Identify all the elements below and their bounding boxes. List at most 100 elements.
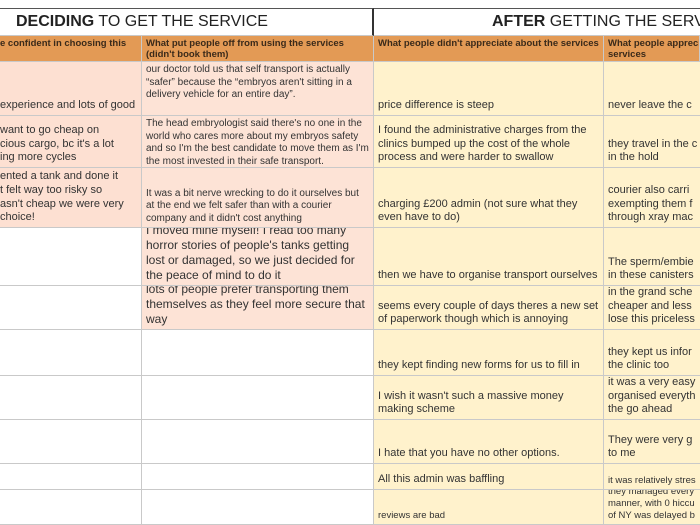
section-rest: GETTING THE SERVI [545, 13, 700, 30]
cell-text: I hate that you have no other options. [378, 447, 560, 460]
cell-text: they kept finding new forms for us to fi… [378, 359, 580, 372]
cell-line: in these canisters [608, 269, 694, 282]
cell [142, 420, 374, 464]
cell-line: manner, with 0 hiccu [608, 498, 695, 510]
cell [0, 286, 142, 330]
section-header: AFTER GETTING THE SERVI [374, 8, 700, 36]
cell: want to go cheap on cious cargo, bc it's … [0, 116, 142, 168]
cell-line: ing more cycles [0, 151, 77, 164]
cell-line: never leave the c [608, 99, 692, 112]
cell-line: the clinic too [608, 359, 670, 372]
cell-line: through xray mac [608, 211, 693, 224]
cell [142, 464, 374, 490]
cell-line: What people appreci [608, 38, 700, 49]
cell-text: our doctor told us that self transport i… [146, 64, 352, 100]
cell: they managed every manner, with 0 hiccu of… [604, 490, 700, 525]
cell: seems every couple of days theres a new … [374, 286, 604, 330]
cell: price difference is steep [374, 62, 604, 116]
cell: charging £200 admin (not sure what they … [374, 168, 604, 228]
cell: lots of people prefer transporting them … [142, 286, 374, 330]
cell-line: they kept us infor [608, 345, 692, 358]
cell-line: They were very g [608, 433, 693, 446]
column-header: What people appreci services [604, 36, 700, 62]
cell [0, 464, 142, 490]
cell [0, 420, 142, 464]
cell-line: asn't cheap we were very [0, 197, 124, 210]
cell-text: All this admin was baffling [378, 473, 505, 486]
cell [142, 330, 374, 376]
cell-line: they managed every [608, 490, 695, 498]
cell: they kept finding new forms for us to fi… [374, 330, 604, 376]
section-bold: DECIDING [16, 13, 95, 30]
cell-text: charging £200 admin (not sure what they … [378, 197, 578, 224]
cell: it was relatively stres [604, 464, 700, 490]
cell: courier also carri exempting them f throug… [604, 168, 700, 228]
header-text: What put people off from using the servi… [146, 38, 344, 61]
cell: reviews are bad [374, 490, 604, 525]
cell [0, 376, 142, 420]
column-header: e confident in choosing this [0, 36, 142, 62]
cell-line: to me [608, 447, 636, 460]
cell: ented a tank and done it t felt way too r… [0, 168, 142, 228]
section-rest: TO GET THE SERVICE [94, 13, 268, 30]
cell: I moved mine myself! I read too many hor… [142, 228, 374, 286]
cell-line: exempting them f [608, 197, 693, 210]
cell-line: ented a tank and done it [0, 170, 119, 182]
cell-line: t felt way too risky so [0, 183, 103, 196]
cell-text: seems every couple of days theres a new … [378, 299, 599, 326]
cell: they travel in the c in the hold [604, 116, 700, 168]
cell: they kept us infor the clinic too [604, 330, 700, 376]
cell: I wish it wasn't such a massive money ma… [374, 376, 604, 420]
cell: our doctor told us that self transport i… [142, 62, 374, 116]
cell-text: reviews are bad [378, 510, 446, 522]
cell-line: cious cargo, bc it's a lot [0, 137, 114, 150]
cell-text: I found the administrative charges from … [378, 123, 587, 164]
cell [0, 228, 142, 286]
cell-line: courier also carri [608, 183, 690, 196]
cell: It was a bit nerve wrecking to do it our… [142, 168, 374, 228]
section-bold: AFTER [492, 13, 546, 30]
cell-line: The sperm/embie [608, 255, 694, 268]
cell-text: price difference is steep [378, 99, 494, 112]
cell-text: lots of people prefer transporting them … [146, 286, 365, 326]
cell-line: experience and lots of good [0, 99, 136, 112]
section-header: DECIDING TO GET THE SERVICE [0, 8, 374, 36]
cell [0, 490, 142, 525]
cell: in the grand sche cheaper and less lose th… [604, 286, 700, 330]
column-header: What put people off from using the servi… [142, 36, 374, 62]
column-header: What people didn't appreciate about the … [374, 36, 604, 62]
cell: The sperm/embie in these canisters [604, 228, 700, 286]
cell-text: It was a bit nerve wrecking to do it our… [146, 187, 359, 224]
cell: I found the administrative charges from … [374, 116, 604, 168]
cell-line: organised everyth [608, 389, 696, 402]
cell [142, 376, 374, 420]
cell-line: choice! [0, 211, 35, 224]
cell-line: it was a very easy [608, 376, 696, 388]
cell: I hate that you have no other options. [374, 420, 604, 464]
cell: it was a very easy organised everyth the g… [604, 376, 700, 420]
cell: All this admin was baffling [374, 464, 604, 490]
cell-line: it was relatively stres [608, 475, 696, 487]
cell-line: services [608, 49, 647, 61]
cell-line: lose this priceless [608, 313, 695, 326]
cell [142, 490, 374, 525]
cell-text: then we have to organise transport ourse… [378, 269, 598, 282]
cell-text: I wish it wasn't such a massive money ma… [378, 389, 564, 416]
cell-line: want to go cheap on [0, 123, 100, 136]
cell: They were very g to me [604, 420, 700, 464]
cell-line: cheaper and less [608, 299, 692, 312]
cell: then we have to organise transport ourse… [374, 228, 604, 286]
cell-line: they travel in the c [608, 137, 698, 150]
cell [0, 330, 142, 376]
cell: never leave the c [604, 62, 700, 116]
cell-line: of NY was delayed b [608, 510, 695, 522]
cell: The head embryologist said there's no on… [142, 116, 374, 168]
cell-line: in the grand sche [608, 286, 693, 298]
header-text: What people didn't appreciate about the … [378, 38, 599, 49]
cell-line: in the hold [608, 151, 659, 164]
cell-text: I moved mine myself! I read too many hor… [146, 228, 355, 282]
cell-text: The head embryologist said there's no on… [146, 118, 369, 167]
cell-line: the go ahead [608, 403, 673, 416]
